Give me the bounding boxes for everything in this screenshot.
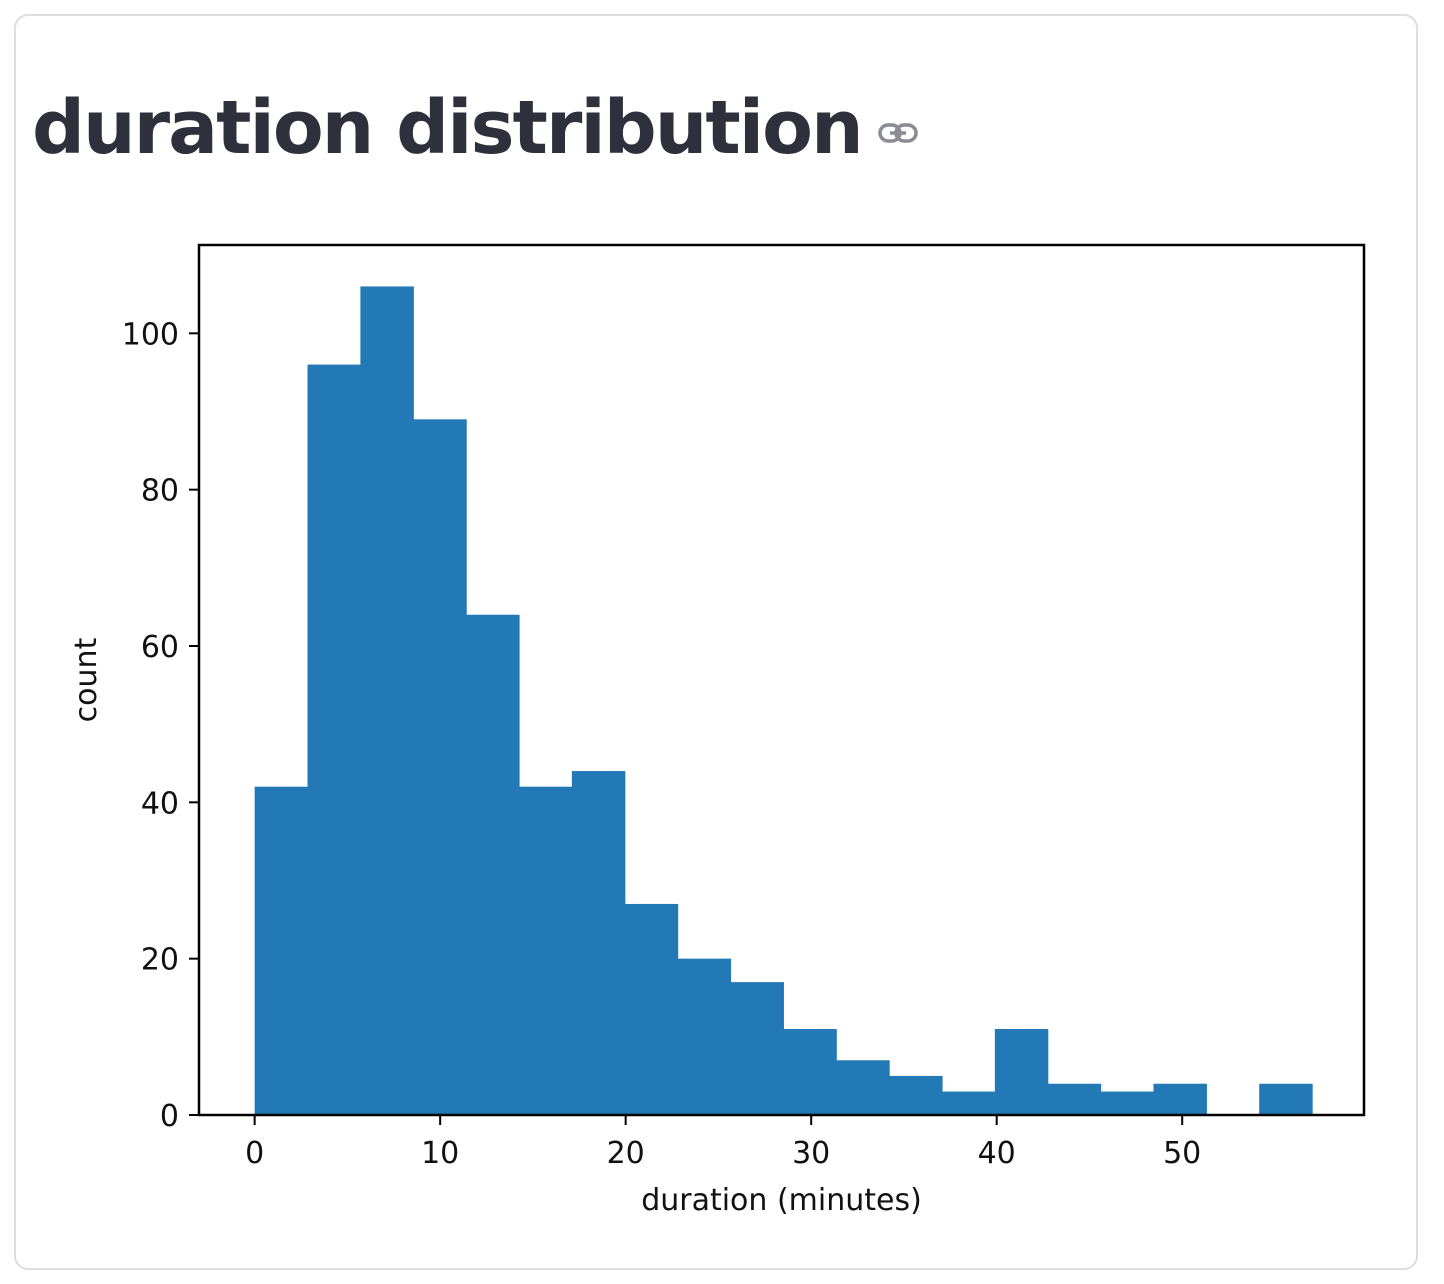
x-tick-label: 10 [421,1136,459,1171]
histogram-bar [941,1091,996,1115]
histogram-bar [677,958,732,1115]
y-axis-label: count [69,637,104,722]
x-tick-label: 40 [978,1136,1016,1171]
histogram-bar [1100,1091,1155,1115]
histogram-bar [994,1029,1049,1115]
x-tick-label: 50 [1163,1136,1201,1171]
y-tick-label: 20 [141,943,179,978]
histogram-bar [836,1060,890,1115]
histogram-bar [1047,1083,1102,1115]
y-tick-label: 40 [141,786,179,821]
histogram-bar [413,419,467,1115]
histogram-bar [571,771,626,1115]
bars-group [254,286,1313,1115]
histogram-bar [783,1029,837,1115]
header: duration distribution [32,78,918,178]
page-title: duration distribution [32,85,864,171]
histogram-bar [254,786,309,1115]
x-axis-label: duration (minutes) [641,1183,922,1218]
histogram-bar [519,786,573,1115]
y-tick-label: 60 [141,630,179,665]
x-tick-label: 0 [245,1136,264,1171]
y-tick-label: 80 [141,474,179,509]
x-tick-label: 20 [607,1136,645,1171]
histogram-bar [1259,1083,1313,1115]
y-tick-label: 0 [160,1099,179,1134]
y-tick-label: 100 [122,317,179,352]
histogram-bar [624,903,679,1115]
histogram-bar [466,614,520,1115]
histogram-bar [730,982,784,1115]
plot-frame [197,243,1366,1117]
y-axis-ticks: 0 20 40 60 80 100 [122,317,199,1134]
histogram-bar [889,1075,943,1115]
histogram-bar [1153,1083,1207,1115]
histogram-bar [360,286,414,1115]
histogram-bar [307,364,361,1115]
x-tick-label: 30 [792,1136,830,1171]
link-icon[interactable] [877,119,918,147]
x-axis-ticks: 0 10 20 30 40 50 [245,1115,1201,1171]
